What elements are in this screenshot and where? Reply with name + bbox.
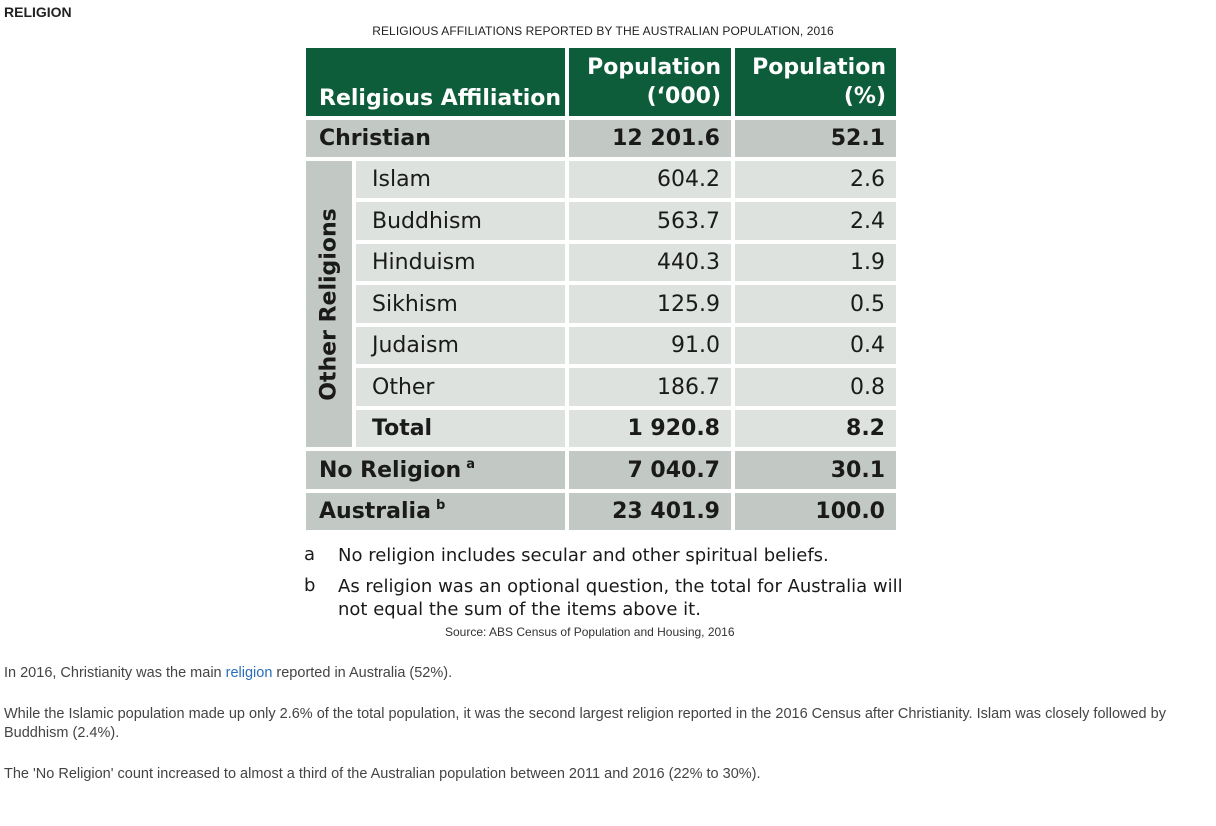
other-religions-group-label: Other Religions xyxy=(306,161,352,447)
header-percent-line2: (%) xyxy=(843,84,886,109)
paragraph-islam: While the Islamic population made up onl… xyxy=(4,706,1166,741)
row-sikhism-percent: 0.5 xyxy=(735,285,896,323)
row-hinduism-percent: 1.9 xyxy=(735,244,896,281)
table-caption: RELIGIOUS AFFILIATIONS REPORTED BY THE A… xyxy=(372,24,834,38)
row-buddhism-percent: 2.4 xyxy=(735,202,896,240)
row-total-label: Total xyxy=(356,410,565,447)
source-note: Source: ABS Census of Population and Hou… xyxy=(445,625,735,639)
paragraph-1-start: In 2016, Christianity was the main xyxy=(4,665,226,681)
header-religious-affiliation: Religious Affiliation xyxy=(306,48,565,116)
row-hinduism-label: Hinduism xyxy=(356,244,565,281)
page-heading: RELIGION xyxy=(4,4,72,20)
row-judaism-percent: 0.4 xyxy=(735,327,896,364)
footnote-a-key: a xyxy=(304,544,316,565)
row-other-label: Other xyxy=(356,368,565,406)
paragraph-no-religion: The 'No Religion' count increased to alm… xyxy=(4,766,761,782)
row-sikhism-population: 125.9 xyxy=(569,285,731,323)
header-population-thousands: Population (‘000) xyxy=(569,48,731,116)
row-christian-label: Christian xyxy=(306,120,565,157)
footnote-b-key: b xyxy=(304,575,316,596)
row-christian-percent: 52.1 xyxy=(735,120,896,157)
header-percent-line1: Population xyxy=(752,55,886,80)
religion-link[interactable]: religion xyxy=(225,665,273,681)
row-judaism-population: 91.0 xyxy=(569,327,731,364)
row-no-religion-label: No Religion a xyxy=(306,451,565,489)
row-australia-population: 23 401.9 xyxy=(569,493,731,530)
paragraph-christianity: In 2016, Christianity was the main relig… xyxy=(4,664,1209,683)
row-christian-population: 12 201.6 xyxy=(569,120,731,157)
australia-text: Australia xyxy=(319,499,431,524)
row-sikhism-label: Sikhism xyxy=(356,285,565,323)
row-buddhism-label: Buddhism xyxy=(356,202,565,240)
row-islam-label: Islam xyxy=(356,161,565,198)
row-islam-population: 604.2 xyxy=(569,161,731,198)
row-buddhism-population: 563.7 xyxy=(569,202,731,240)
header-population-line1: Population xyxy=(587,55,721,80)
no-religion-text: No Religion xyxy=(319,457,462,483)
row-no-religion-population: 7 040.7 xyxy=(569,451,731,489)
row-judaism-label: Judaism xyxy=(356,327,565,364)
row-other-percent: 0.8 xyxy=(735,368,896,406)
row-australia-label: Australia b xyxy=(306,493,565,530)
paragraph-1-end: reported in Australia (52%). xyxy=(272,665,453,681)
row-australia-percent: 100.0 xyxy=(735,493,896,530)
row-total-population: 1 920.8 xyxy=(569,410,731,447)
other-religions-label: Other Religions xyxy=(316,207,342,401)
row-other-population: 186.7 xyxy=(569,368,731,406)
religion-table: Religious Affiliation Population (‘000) P… xyxy=(306,48,896,532)
footnote-marker-a: a xyxy=(466,456,475,472)
row-total-percent: 8.2 xyxy=(735,410,896,447)
header-population-percent: Population (%) xyxy=(735,48,896,116)
footnote-b-text: As religion was an optional question, th… xyxy=(338,576,903,620)
footnote-a-text: No religion includes secular and other s… xyxy=(338,545,829,566)
row-hinduism-population: 440.3 xyxy=(569,244,731,281)
row-islam-percent: 2.6 xyxy=(735,161,896,198)
header-population-line2: (‘000) xyxy=(646,84,721,109)
row-no-religion-percent: 30.1 xyxy=(735,451,896,489)
footnote-marker-b: b xyxy=(435,498,446,513)
